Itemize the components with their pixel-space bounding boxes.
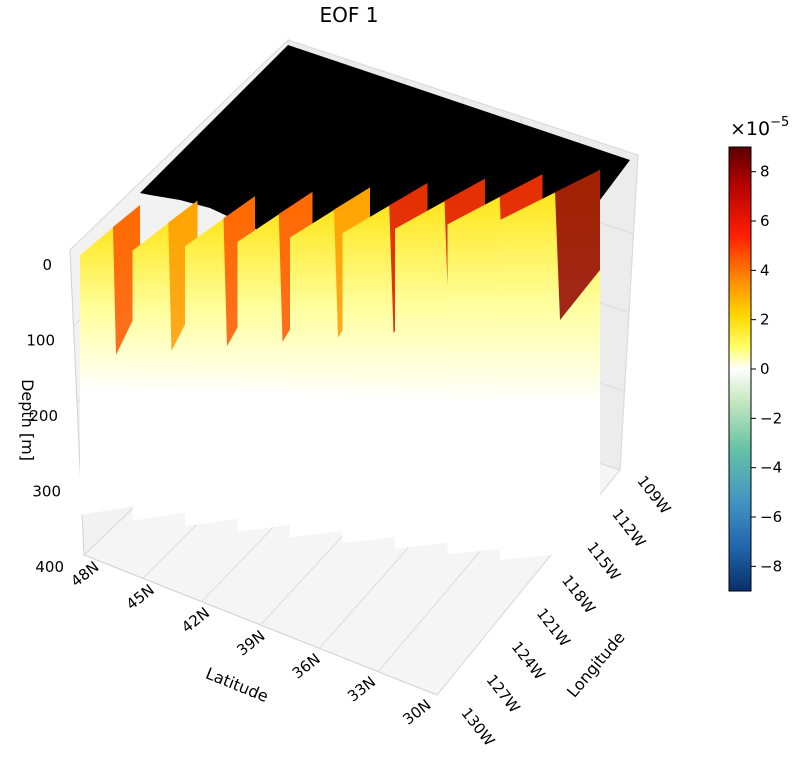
latitude-tick-label: 45N (123, 581, 158, 614)
latitude-tick-label: 48N (67, 558, 102, 591)
colorbar-bar (728, 146, 752, 592)
longitude-tick-label: 112W (608, 505, 649, 550)
depth-axis-label: Depth [m] (18, 379, 37, 461)
depth-tick-label: 100 (26, 332, 55, 350)
colorbar-exponent: −5 (770, 115, 789, 130)
depth-tick-label: 400 (35, 558, 64, 576)
depth-tick-label: 0 (42, 256, 52, 274)
curtain-section (80, 205, 140, 515)
longitude-tick-label: 130W (457, 704, 498, 749)
colorbar-multiplier: ×10−5 (730, 115, 789, 140)
longitude-tick-label: 118W (558, 572, 599, 617)
longitude-tick-label: 109W (633, 472, 674, 517)
chart-title: EOF 1 (320, 3, 379, 27)
grid-line-depth (69, 39, 289, 251)
curtain-section (500, 170, 600, 560)
curtain-hot-core (555, 170, 600, 320)
longitude-tick-label: 127W (483, 671, 524, 716)
grid-line-depth (287, 39, 639, 156)
latitude-tick-label: 33N (344, 673, 379, 706)
colorbar-tick-label: 2 (760, 311, 770, 329)
latitude-tick-label: 36N (289, 650, 324, 683)
latitude-axis-label: Latitude (203, 664, 271, 706)
colorbar-tick-label: 8 (760, 163, 770, 181)
colorbar-tick-label: −4 (760, 459, 782, 477)
colorbar-tick-label: −2 (760, 409, 782, 427)
longitude-tick-label: 121W (533, 605, 574, 650)
colorbar-tick-label: 0 (760, 360, 770, 378)
colorbar-tick-label: 4 (760, 261, 770, 279)
latitude-tick-label: 42N (178, 604, 213, 637)
colorbar-tick-label: −6 (760, 508, 782, 526)
colorbar: ×10−5 8 6 4 2 0 −2 −4 −6 −8 (728, 115, 789, 592)
colorbar-tick-label: −8 (760, 557, 782, 575)
depth-tick-label: 200 (29, 407, 58, 425)
colorbar-tick-label: 6 (760, 212, 770, 230)
latitude-tick-label: 39N (233, 627, 268, 660)
latitude-tick-label: 30N (399, 696, 434, 729)
longitude-tick-label: 124W (508, 638, 549, 683)
longitude-tick-label: 115W (583, 539, 624, 584)
curtain-sections (80, 170, 600, 560)
depth-tick-label: 300 (32, 483, 61, 501)
colorbar-ticks: 8 6 4 2 0 −2 −4 −6 −8 (751, 163, 782, 575)
